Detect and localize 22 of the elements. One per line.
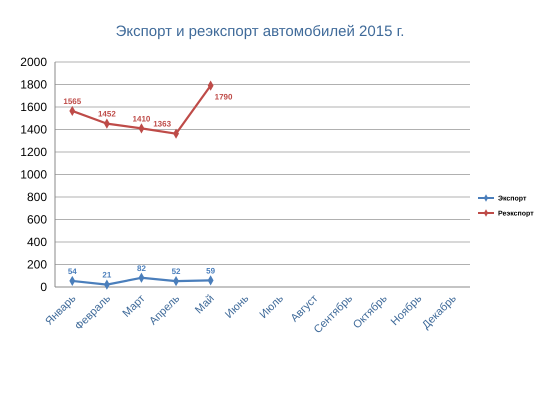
data-label: 59 [206, 266, 216, 276]
data-label: 1452 [98, 110, 116, 119]
data-label: 1565 [63, 96, 82, 106]
y-tick-label: 400 [26, 235, 48, 250]
y-tick-label: 800 [26, 190, 48, 204]
y-tick-label: 200 [26, 258, 48, 272]
data-label: 82 [137, 264, 146, 273]
data-label: 1410 [132, 114, 151, 124]
data-label: 1790 [214, 92, 233, 102]
data-label: 1363 [153, 120, 172, 129]
data-label: 52 [172, 267, 182, 276]
y-tick-label: 1200 [20, 145, 48, 160]
data-label: 54 [68, 266, 78, 276]
y-tick-label: 0 [40, 280, 48, 294]
y-tick-label: 600 [26, 212, 48, 227]
data-label: 21 [102, 270, 112, 280]
y-tick-label: 1400 [20, 122, 48, 137]
chart-title: Экспорт и реэкспорт автомобилей 2015 г. [116, 23, 404, 40]
y-tick-label: 1600 [20, 100, 48, 114]
y-tick-label: 1800 [20, 78, 48, 92]
y-tick-label: 2000 [20, 55, 48, 70]
y-tick-label: 1000 [20, 168, 48, 182]
